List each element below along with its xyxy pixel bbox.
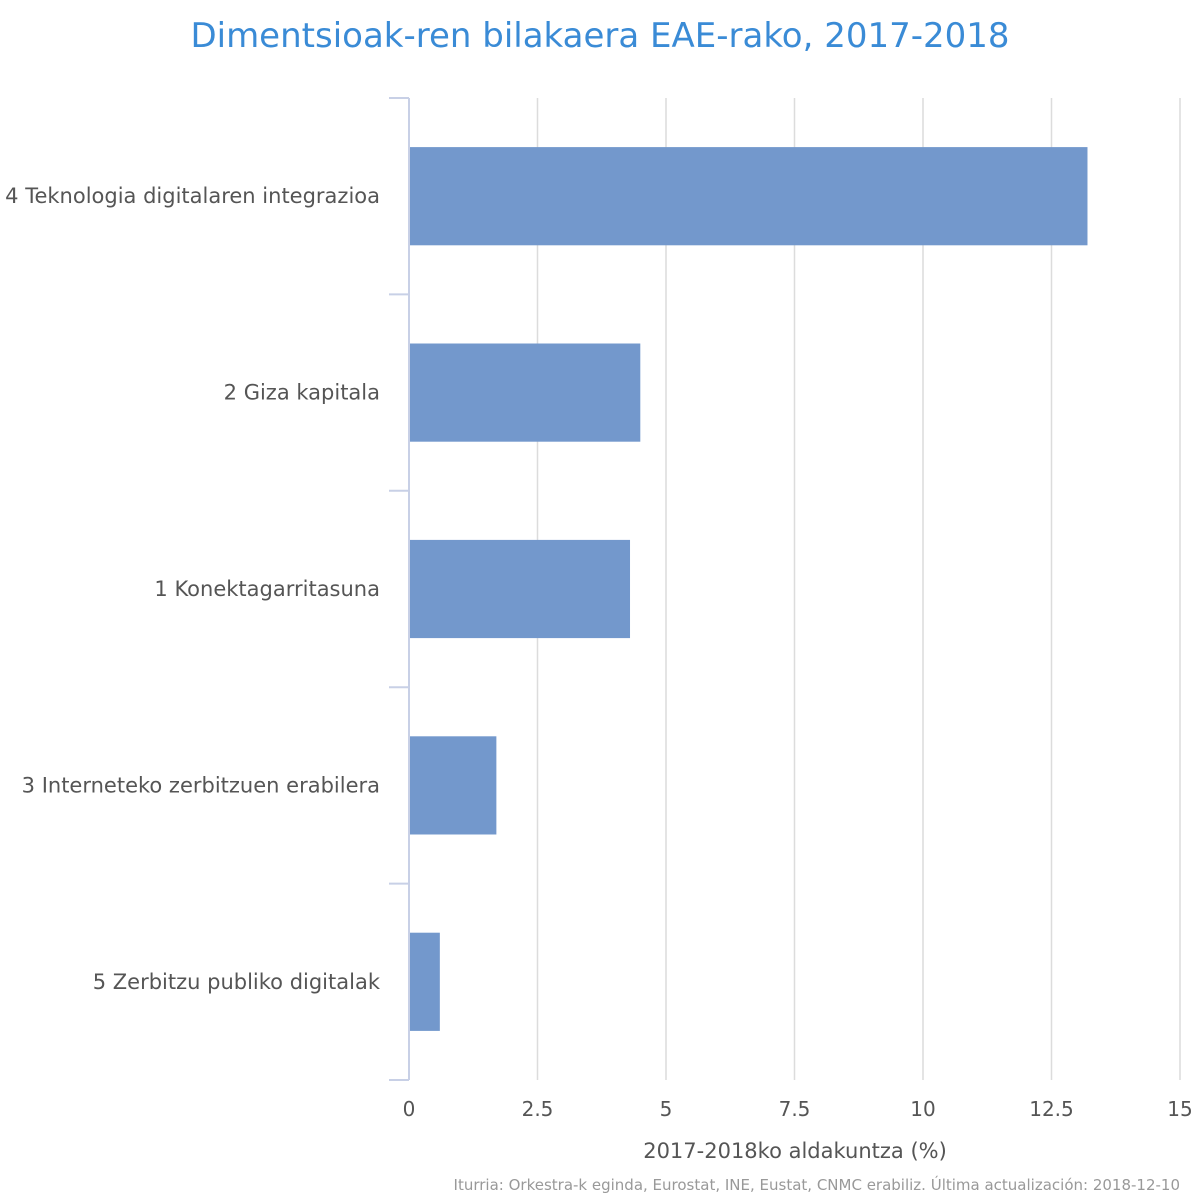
bar xyxy=(409,736,497,835)
x-axis-label: 2017-2018ko aldakuntza (%) xyxy=(643,1139,947,1163)
y-axis xyxy=(389,97,410,1081)
x-tick-label: 12.5 xyxy=(1029,1097,1074,1121)
x-tick-label: 0 xyxy=(403,1097,416,1121)
bar xyxy=(409,539,631,639)
chart-title: Dimentsioak-ren bilakaera EAE-rako, 2017… xyxy=(190,16,1009,56)
bars xyxy=(409,147,1088,1031)
x-tick-label: 10 xyxy=(910,1097,935,1121)
category-label: 2 Giza kapitala xyxy=(224,381,380,405)
x-tick-labels: 0 2.5 5 7.5 10 12.5 15 xyxy=(403,1097,1193,1121)
x-tick-label: 7.5 xyxy=(779,1097,811,1121)
category-label: 5 Zerbitzu publiko digitalak xyxy=(93,970,381,994)
source-note: Iturria: Orkestra-k eginda, Eurostat, IN… xyxy=(454,1175,1180,1194)
x-tick-label: 2.5 xyxy=(522,1097,554,1121)
x-tick-label: 5 xyxy=(660,1097,673,1121)
category-label: 4 Teknologia digitalaren integrazioa xyxy=(5,184,380,208)
x-tick-label: 15 xyxy=(1167,1097,1192,1121)
gridlines xyxy=(536,98,1181,1080)
category-labels: 4 Teknologia digitalaren integrazioa 2 Gi… xyxy=(5,184,381,994)
bar xyxy=(409,147,1088,246)
category-label: 3 Interneteko zerbitzuen erabilera xyxy=(22,773,380,797)
bar xyxy=(409,932,440,1031)
bar xyxy=(409,343,641,442)
category-label: 1 Konektagarritasuna xyxy=(154,577,380,601)
